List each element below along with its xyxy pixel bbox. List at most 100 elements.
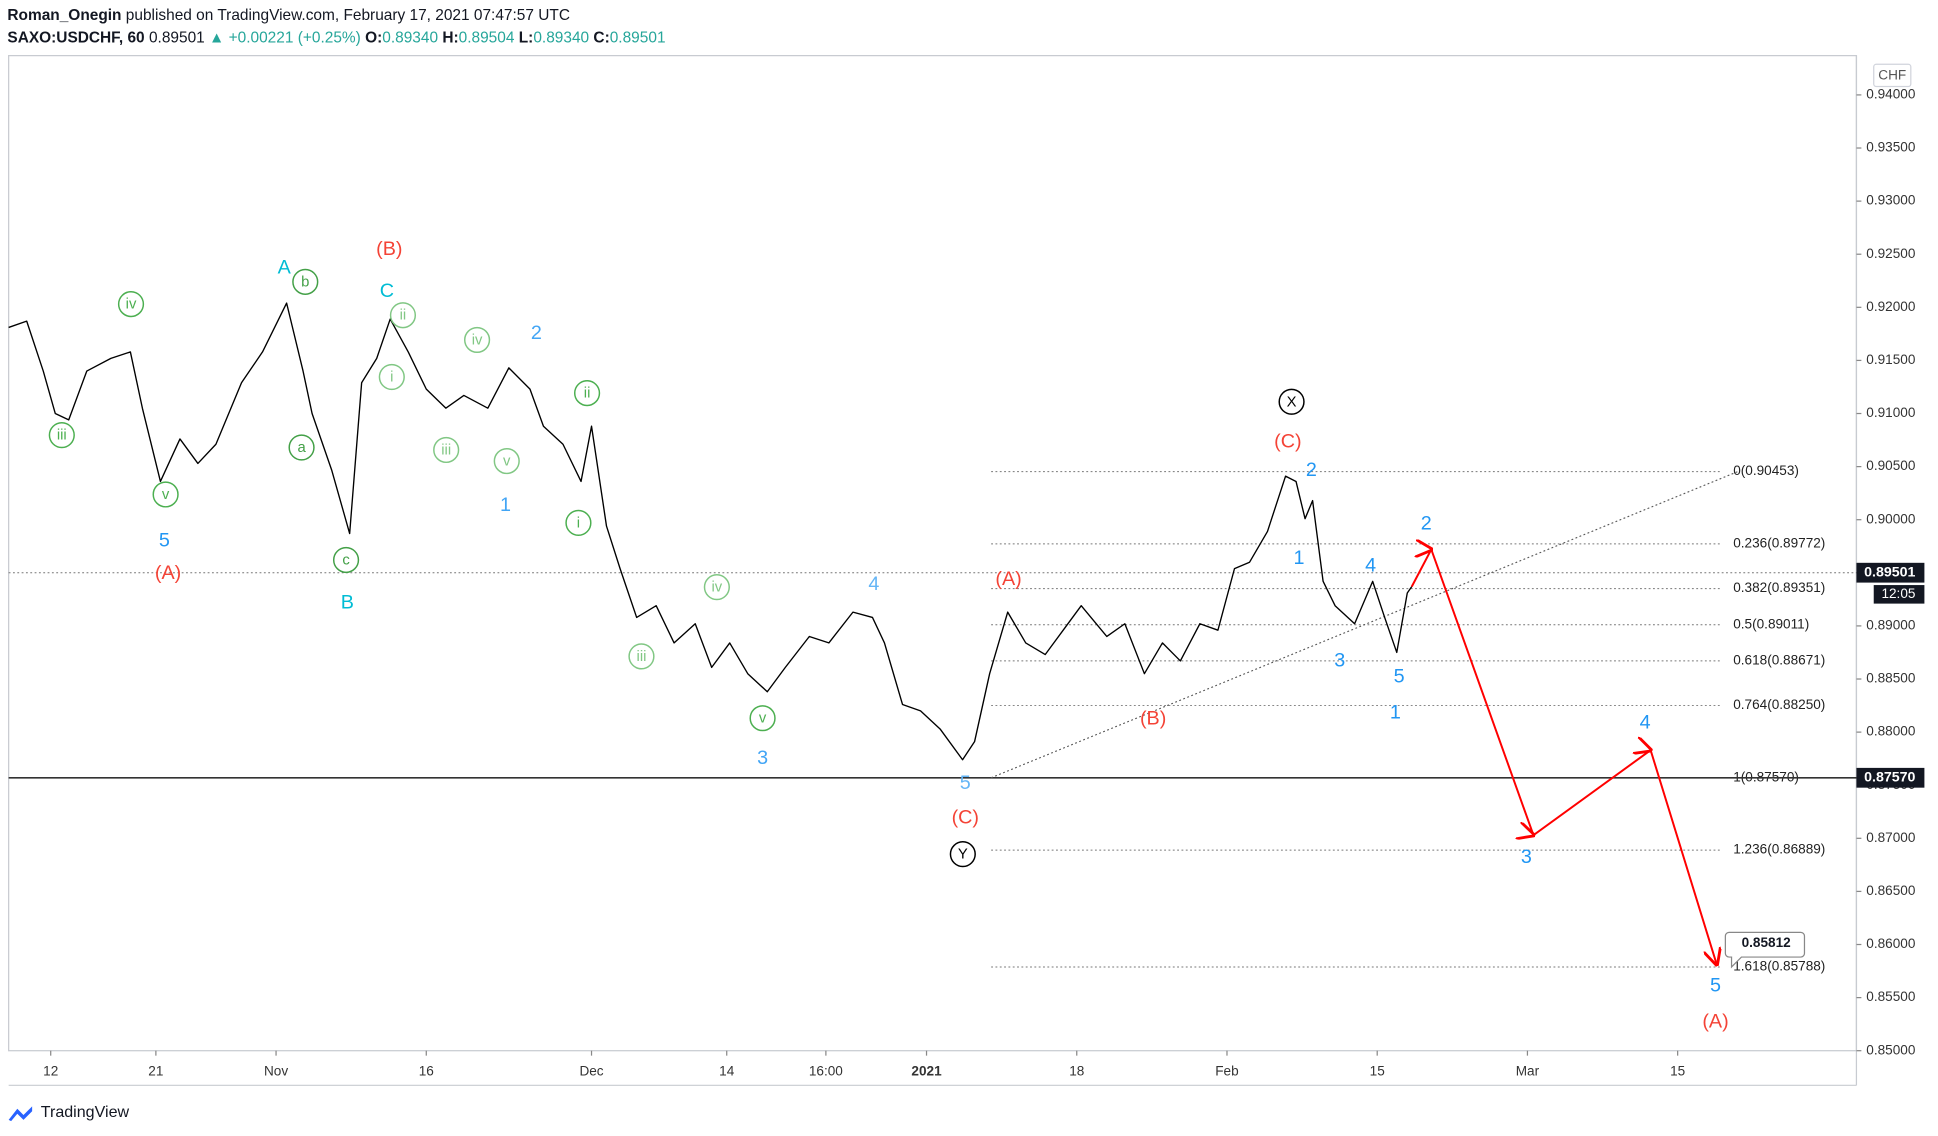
ohlc-label: L: <box>519 29 534 46</box>
target-callout <box>1724 931 1806 969</box>
wave-label: 1 <box>500 494 511 516</box>
ohlc-label: C: <box>593 29 609 46</box>
wave-label: 5 <box>1710 975 1721 997</box>
brand: TradingView <box>8 1103 130 1122</box>
wave-label: b <box>301 274 309 290</box>
x-tick-label: Feb <box>1215 1063 1238 1078</box>
last-price: 0.89501 <box>149 29 205 46</box>
wave-label: (A) <box>155 562 181 584</box>
wave-label: iv <box>472 332 483 348</box>
wave-label: v <box>503 454 511 470</box>
y-tick-label: 0.85000 <box>1866 1042 1916 1057</box>
x-tick-label: 16 <box>419 1063 434 1078</box>
wave-label: B <box>341 591 354 613</box>
y-tick-label: 0.93500 <box>1866 140 1916 155</box>
brand-name: TradingView <box>41 1103 130 1121</box>
y-tick-label: 0.85500 <box>1866 989 1916 1004</box>
wave-label: v <box>162 487 170 503</box>
wave-circle <box>332 546 360 574</box>
wave-label: 2 <box>531 322 542 344</box>
x-tick-label: 15 <box>1670 1063 1685 1078</box>
wave-label: X <box>1287 394 1297 410</box>
y-tick-label: 0.88500 <box>1866 671 1916 686</box>
price-line-series <box>8 302 1413 761</box>
wave-label: 2 <box>1421 512 1432 534</box>
ohlc-label: H: <box>442 29 458 46</box>
y-tick-label: 0.90500 <box>1866 458 1916 473</box>
wave-label: c <box>342 553 350 569</box>
wave-label: i <box>390 370 393 386</box>
wave-circle <box>378 363 405 391</box>
wave-circle <box>949 841 976 868</box>
wave-circle <box>463 326 491 354</box>
wave-label: Y <box>958 847 968 863</box>
y-tick-label: 0.86500 <box>1866 883 1916 898</box>
fib-label: 0.236(0.89772) <box>1733 536 1825 551</box>
x-tick-label: 16:00 <box>809 1063 843 1078</box>
fib-label: 1.618(0.85788) <box>1733 959 1825 974</box>
fib-label: 0.382(0.89351) <box>1733 580 1825 595</box>
y-tick-label: 0.89000 <box>1866 618 1916 633</box>
wave-circle <box>288 434 315 461</box>
ohlc-value: 0.89340 <box>382 29 438 46</box>
ohlc-value: 0.89501 <box>610 29 666 46</box>
wave-label: 5 <box>1394 666 1405 688</box>
header-line-2: SAXO:USDCHF, 60 0.89501 ▲ +0.00221 (+0.2… <box>7 29 665 46</box>
header-line-1: Roman_Onegin published on TradingView.co… <box>7 7 570 24</box>
change: ▲ +0.00221 (+0.25%) <box>209 29 361 46</box>
y-tick-label: 0.94000 <box>1866 87 1916 102</box>
x-tick-label: Nov <box>264 1063 288 1078</box>
y-tick-label: 0.91000 <box>1866 405 1916 420</box>
wave-label: 2 <box>1306 459 1317 481</box>
wave-label: (B) <box>376 238 402 260</box>
wave-label: (A) <box>1702 1010 1728 1032</box>
wave-label: C <box>380 280 394 302</box>
wave-label: iv <box>126 297 137 313</box>
wave-label: (C) <box>952 807 979 829</box>
x-tick-label: 21 <box>148 1063 163 1078</box>
countdown-box <box>1873 585 1925 604</box>
y-tick-label: 0.86000 <box>1866 936 1916 951</box>
x-tick-label: 15 <box>1370 1063 1385 1078</box>
wave-label: (C) <box>1274 431 1301 453</box>
wave-circle <box>117 290 145 318</box>
y-tick-label: 0.93000 <box>1866 193 1916 208</box>
wave-label: 5 <box>960 772 971 794</box>
wave-label: iii <box>637 649 647 665</box>
wave-label: a <box>297 440 306 456</box>
wave-label: 4 <box>1640 711 1651 733</box>
wave-label: 1 <box>1390 701 1401 723</box>
y-tick-label: 0.87000 <box>1866 830 1916 845</box>
author: Roman_Onegin <box>7 7 121 24</box>
wave-label: 4 <box>1365 554 1376 576</box>
wave-label: 5 <box>159 530 170 552</box>
x-tick-label: 2021 <box>911 1063 942 1078</box>
symbol: SAXO:USDCHF, 60 <box>7 29 144 46</box>
wave-circle <box>48 422 75 449</box>
published: published on TradingView.com, February 1… <box>126 7 570 24</box>
x-tick-label: 12 <box>43 1063 58 1078</box>
unit-box <box>1873 63 1912 88</box>
fib-label: 0(0.90453) <box>1733 463 1799 478</box>
countdown: 12:05 <box>1881 586 1915 601</box>
wave-circle <box>493 447 520 475</box>
price-label: 0.87570 <box>1864 770 1915 786</box>
y-tick-label: 0.88000 <box>1866 724 1916 739</box>
wave-label: (A) <box>995 568 1021 590</box>
wave-label: iii <box>441 442 451 458</box>
fib-label: 0.764(0.88250) <box>1733 697 1825 712</box>
y-tick-label: 0.92000 <box>1866 299 1916 314</box>
fib-label: 0.618(0.88671) <box>1733 652 1825 667</box>
wave-label: ii <box>400 308 407 324</box>
y-tick-label: 0.90000 <box>1866 511 1916 526</box>
wave-circle <box>749 705 776 732</box>
wave-label: 3 <box>1521 846 1532 868</box>
wave-circle <box>433 436 460 464</box>
ohlc-value: 0.89504 <box>459 29 515 46</box>
wave-label: iii <box>57 428 67 444</box>
wave-label: 3 <box>1334 650 1345 672</box>
wave-circle <box>628 643 655 670</box>
target-label: 0.85812 <box>1742 935 1792 950</box>
wave-circle <box>573 379 601 407</box>
